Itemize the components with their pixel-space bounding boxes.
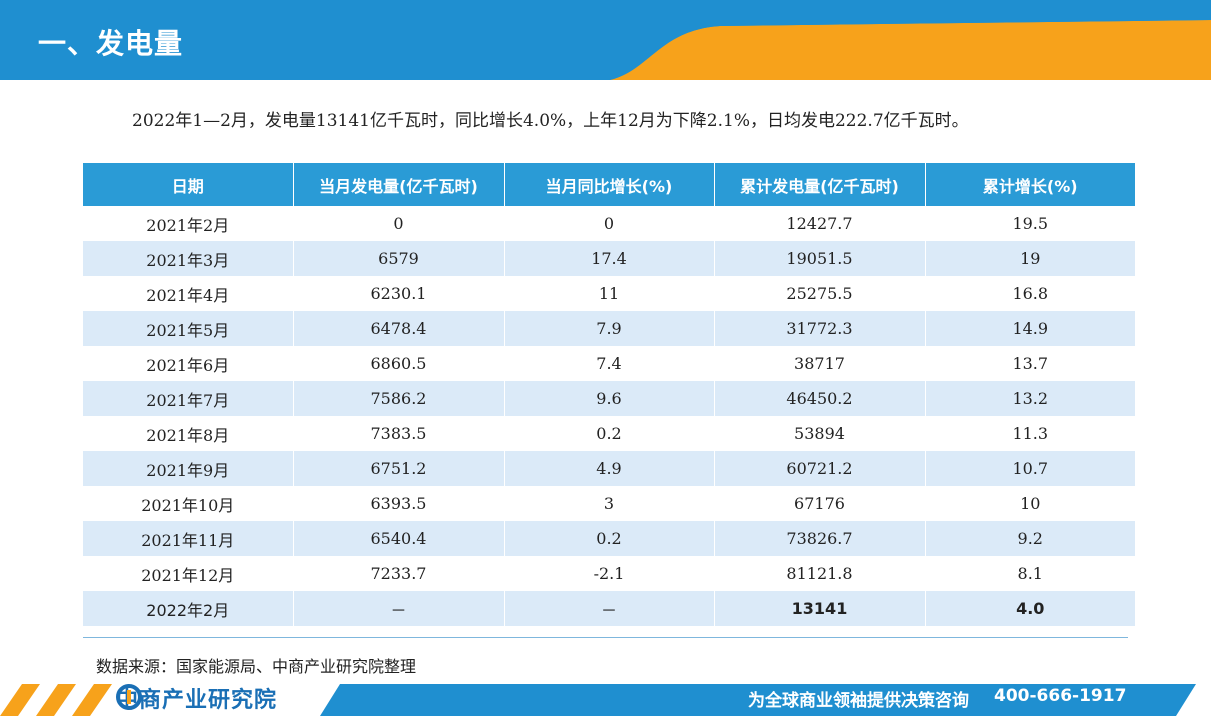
table-cell: 2021年10月 — [83, 486, 294, 521]
table-cell: 7383.5 — [293, 416, 505, 451]
header-banner: 一、发电量 — [0, 0, 1211, 80]
table-row: 2021年9月 6751.2 4.9 60721.2 10.7 — [83, 451, 1135, 486]
table-cell: 9.6 — [504, 381, 715, 416]
logo-text: 中商产业研究院 — [116, 688, 278, 713]
table-cell: 6230.1 — [293, 276, 505, 311]
table-cell: 9.2 — [925, 521, 1135, 556]
table-cell: 38717 — [714, 346, 926, 381]
table-cell: － — [504, 591, 715, 626]
table-cell: 0.2 — [504, 416, 715, 451]
table-cell: 2021年8月 — [83, 416, 294, 451]
table-row: 2022年2月－－ 13141 4.0 — [83, 591, 1135, 626]
table-row: 2021年2月 0 0 12427.7 19.5 — [83, 206, 1135, 241]
footer-background — [0, 684, 1196, 716]
company-logo: 中商产业研究院 — [116, 684, 278, 713]
table-row: 2021年10月 6393.5 3 67176 10 — [83, 486, 1135, 521]
table-row: 2021年7月 7586.2 9.6 46450.2 13.2 — [83, 381, 1135, 416]
table-cell: 6478.4 — [293, 311, 505, 346]
table-cell: 2021年5月 — [83, 311, 294, 346]
table-cell: 2021年4月 — [83, 276, 294, 311]
table-cell: 7.9 — [504, 311, 715, 346]
table-cell: 6579 — [293, 241, 505, 276]
table-header-row: 日期 当月发电量(亿千瓦时) 当月同比增长(%) 累计发电量(亿千瓦时) 累计增长(%) — [83, 163, 1135, 206]
table-cell: 17.4 — [504, 241, 715, 276]
table-cell: － — [293, 591, 505, 626]
footer-slogan: 为全球商业领袖提供决策咨询 — [748, 691, 969, 711]
table-cell: 6540.4 — [293, 521, 505, 556]
table-row: 2021年11月 6540.4 0.2 73826.7 9.2 — [83, 521, 1135, 556]
table-cell: 7233.7 — [293, 556, 505, 591]
table-cell: 7586.2 — [293, 381, 505, 416]
table-cell: 2021年3月 — [83, 241, 294, 276]
table-cell: 8.1 — [925, 556, 1135, 591]
table-cell: 16.8 — [925, 276, 1135, 311]
table-cell: 19 — [925, 241, 1135, 276]
table-cell: 12427.7 — [714, 206, 926, 241]
footer-phone: 400-666-1917 — [994, 686, 1127, 706]
table-cell: 4.0 — [925, 591, 1135, 626]
table-row: 2021年8月 7383.5 0.2 53894 11.3 — [83, 416, 1135, 451]
table-cell: 13141 — [714, 591, 926, 626]
column-header: 日期 — [83, 163, 294, 206]
table-cell: 0.2 — [504, 521, 715, 556]
table-cell: 6393.5 — [293, 486, 505, 521]
table-cell: 25275.5 — [714, 276, 926, 311]
table-cell: 4.9 — [504, 451, 715, 486]
table-cell: 14.9 — [925, 311, 1135, 346]
table-cell: 0 — [293, 206, 505, 241]
table-cell: 31772.3 — [714, 311, 926, 346]
footer-bar: 中商产业研究院 为全球商业领袖提供决策咨询 400-666-1917 — [0, 680, 1211, 716]
table-row: 2021年5月 6478.4 7.9 31772.3 14.9 — [83, 311, 1135, 346]
column-header: 当月同比增长(%) — [504, 163, 715, 206]
table-row: 2021年12月 7233.7 -2.1 81121.8 8.1 — [83, 556, 1135, 591]
table-cell: 53894 — [714, 416, 926, 451]
table-cell: 19051.5 — [714, 241, 926, 276]
table-cell: 81121.8 — [714, 556, 926, 591]
table-cell: 2021年2月 — [83, 206, 294, 241]
table-cell: 73826.7 — [714, 521, 926, 556]
table-cell: 6751.2 — [293, 451, 505, 486]
divider-line — [83, 637, 1128, 638]
table-cell: 2021年6月 — [83, 346, 294, 381]
table-cell: 2021年9月 — [83, 451, 294, 486]
table-row: 2021年4月 6230.1 11 25275.5 16.8 — [83, 276, 1135, 311]
table-cell: 2021年12月 — [83, 556, 294, 591]
table-cell: 67176 — [714, 486, 926, 521]
data-table: 日期 当月发电量(亿千瓦时) 当月同比增长(%) 累计发电量(亿千瓦时) 累计增长(%)… — [83, 163, 1135, 626]
table-cell: 46450.2 — [714, 381, 926, 416]
column-header: 当月发电量(亿千瓦时) — [293, 163, 505, 206]
header-background — [0, 0, 1211, 80]
table-cell: 11 — [504, 276, 715, 311]
table-cell: 13.2 — [925, 381, 1135, 416]
source-note: 数据来源：国家能源局、中商产业研究院整理 — [96, 657, 417, 676]
table-row: 2021年6月 6860.5 7.4 38717 13.7 — [83, 346, 1135, 381]
table-cell: 11.3 — [925, 416, 1135, 451]
table-cell: 10 — [925, 486, 1135, 521]
table-cell: 7.4 — [504, 346, 715, 381]
page-title: 一、发电量 — [38, 27, 184, 60]
table-cell: 13.7 — [925, 346, 1135, 381]
table-cell: -2.1 — [504, 556, 715, 591]
logo-icon — [116, 684, 142, 710]
column-header: 累计增长(%) — [925, 163, 1135, 206]
table-cell: 2022年2月 — [83, 591, 294, 626]
table-cell: 6860.5 — [293, 346, 505, 381]
table-cell: 10.7 — [925, 451, 1135, 486]
table-cell: 3 — [504, 486, 715, 521]
summary-text: 2022年1—2月，发电量13141亿千瓦时，同比增长4.0%，上年12月为下降… — [132, 111, 969, 131]
table-cell: 60721.2 — [714, 451, 926, 486]
table-cell: 2021年11月 — [83, 521, 294, 556]
table-cell: 19.5 — [925, 206, 1135, 241]
column-header: 累计发电量(亿千瓦时) — [714, 163, 926, 206]
table-cell: 0 — [504, 206, 715, 241]
table-row: 2021年3月 6579 17.4 19051.5 19 — [83, 241, 1135, 276]
table-cell: 2021年7月 — [83, 381, 294, 416]
